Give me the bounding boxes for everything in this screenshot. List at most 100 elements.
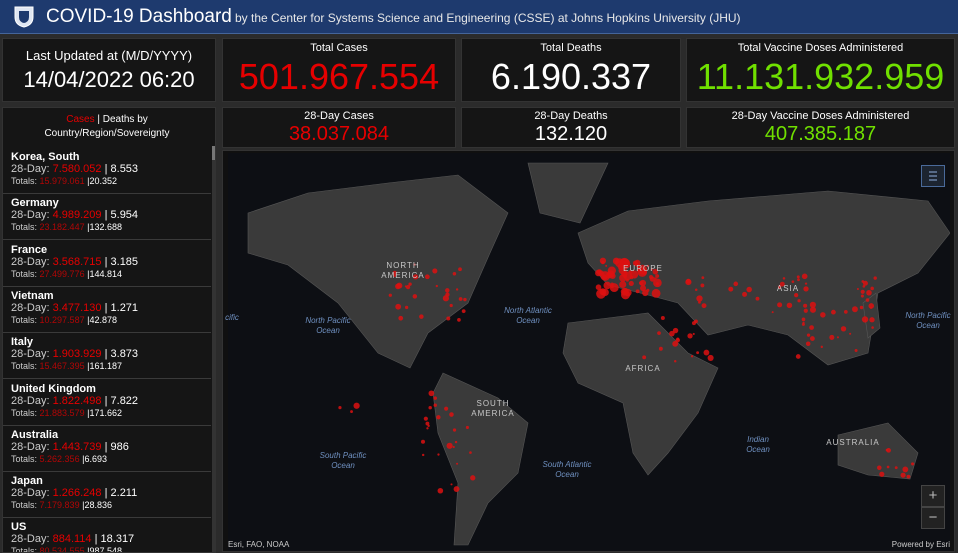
- case-dot[interactable]: [458, 267, 462, 272]
- case-dot[interactable]: [791, 280, 795, 283]
- case-dot[interactable]: [856, 287, 859, 291]
- list-toggle[interactable]: [921, 165, 945, 187]
- case-dot[interactable]: [802, 321, 805, 324]
- case-dot[interactable]: [652, 268, 659, 275]
- case-dot[interactable]: [658, 346, 663, 351]
- case-dot[interactable]: [687, 333, 693, 339]
- case-dot[interactable]: [620, 287, 629, 296]
- case-dot[interactable]: [433, 403, 437, 407]
- case-dot[interactable]: [849, 332, 852, 335]
- country-entry[interactable]: Japan 28-Day: 1.266.248 | 2.211 Totals: 7.…: [3, 472, 211, 519]
- case-dot[interactable]: [801, 273, 808, 280]
- case-dot[interactable]: [673, 360, 677, 363]
- case-dot[interactable]: [628, 270, 631, 273]
- case-dot[interactable]: [742, 291, 748, 297]
- case-dot[interactable]: [809, 325, 814, 330]
- case-dot[interactable]: [395, 303, 402, 310]
- case-dot[interactable]: [810, 336, 815, 341]
- country-entry[interactable]: Germany 28-Day: 4.989.209 | 5.954 Totals: …: [3, 194, 211, 241]
- case-dot[interactable]: [803, 303, 808, 308]
- case-dot[interactable]: [655, 282, 660, 286]
- case-dot[interactable]: [820, 312, 826, 318]
- case-dot[interactable]: [795, 354, 801, 359]
- case-dot[interactable]: [396, 282, 403, 289]
- case-dot[interactable]: [455, 288, 459, 291]
- case-dot[interactable]: [635, 289, 640, 294]
- case-dot[interactable]: [660, 316, 665, 320]
- case-dot[interactable]: [603, 281, 612, 290]
- case-dot[interactable]: [852, 306, 858, 313]
- case-dot[interactable]: [868, 303, 875, 309]
- case-dot[interactable]: [436, 415, 441, 420]
- case-dot[interactable]: [694, 319, 698, 324]
- case-dot[interactable]: [437, 487, 444, 494]
- case-dot[interactable]: [829, 334, 835, 340]
- case-dot[interactable]: [454, 440, 458, 444]
- case-dot[interactable]: [444, 406, 449, 411]
- case-dot[interactable]: [601, 288, 609, 297]
- case-dot[interactable]: [836, 336, 839, 339]
- case-dot[interactable]: [701, 276, 705, 280]
- case-dot[interactable]: [642, 355, 647, 360]
- case-dot[interactable]: [457, 318, 461, 322]
- case-dot[interactable]: [393, 274, 397, 277]
- case-dot[interactable]: [869, 317, 875, 323]
- case-dot[interactable]: [404, 305, 409, 310]
- case-dot[interactable]: [698, 300, 701, 304]
- country-entry[interactable]: Australia 28-Day: 1.443.739 | 986 Totals: …: [3, 426, 211, 472]
- case-dot[interactable]: [413, 263, 416, 266]
- case-dot[interactable]: [420, 439, 426, 444]
- case-dot[interactable]: [408, 282, 412, 286]
- case-dot[interactable]: [911, 462, 915, 466]
- case-dot[interactable]: [601, 260, 605, 265]
- case-dot[interactable]: [685, 279, 692, 286]
- case-dot[interactable]: [353, 402, 360, 409]
- case-dot[interactable]: [804, 282, 808, 285]
- case-dot[interactable]: [461, 309, 466, 314]
- case-dot[interactable]: [694, 288, 698, 292]
- case-dot[interactable]: [797, 299, 801, 303]
- case-dot[interactable]: [657, 331, 661, 335]
- case-dot[interactable]: [642, 289, 649, 297]
- case-dot[interactable]: [452, 445, 455, 449]
- case-dot[interactable]: [456, 462, 459, 465]
- country-entry[interactable]: United Kingdom 28-Day: 1.822.498 | 7.822 T…: [3, 380, 211, 426]
- case-dot[interactable]: [427, 424, 430, 428]
- case-dot[interactable]: [728, 286, 734, 292]
- case-dot[interactable]: [646, 264, 649, 268]
- case-dot[interactable]: [859, 305, 864, 310]
- case-dot[interactable]: [870, 286, 874, 291]
- case-dot[interactable]: [672, 340, 679, 347]
- case-dot[interactable]: [423, 416, 428, 421]
- country-entry[interactable]: Korea, South 28-Day: 7.580.052 | 8.553 Tot…: [3, 148, 211, 194]
- case-dot[interactable]: [796, 275, 800, 279]
- case-dot[interactable]: [862, 280, 868, 286]
- case-dot[interactable]: [445, 292, 450, 297]
- case-dot[interactable]: [902, 466, 909, 473]
- case-dot[interactable]: [612, 257, 620, 265]
- case-dot[interactable]: [437, 453, 440, 456]
- case-dot[interactable]: [433, 396, 437, 400]
- case-dot[interactable]: [801, 322, 805, 326]
- case-dot[interactable]: [755, 296, 760, 301]
- country-entry[interactable]: France 28-Day: 3.568.715 | 3.185 Totals: 2…: [3, 241, 211, 287]
- case-dot[interactable]: [690, 355, 694, 358]
- case-dot[interactable]: [630, 270, 639, 279]
- case-dot[interactable]: [388, 293, 392, 297]
- case-dot[interactable]: [609, 283, 619, 293]
- case-dot[interactable]: [446, 316, 451, 321]
- case-dot[interactable]: [419, 314, 424, 319]
- case-dot[interactable]: [392, 270, 397, 275]
- case-dot[interactable]: [338, 406, 342, 410]
- case-dot[interactable]: [885, 448, 889, 452]
- case-dot[interactable]: [598, 270, 604, 277]
- case-dot[interactable]: [452, 271, 457, 276]
- case-dot[interactable]: [860, 289, 865, 294]
- case-dot[interactable]: [619, 274, 627, 282]
- case-dot[interactable]: [607, 266, 616, 275]
- case-dot[interactable]: [650, 268, 653, 271]
- case-dot[interactable]: [805, 341, 811, 346]
- case-dot[interactable]: [449, 412, 454, 417]
- case-dot[interactable]: [638, 280, 644, 286]
- case-dot[interactable]: [445, 288, 450, 293]
